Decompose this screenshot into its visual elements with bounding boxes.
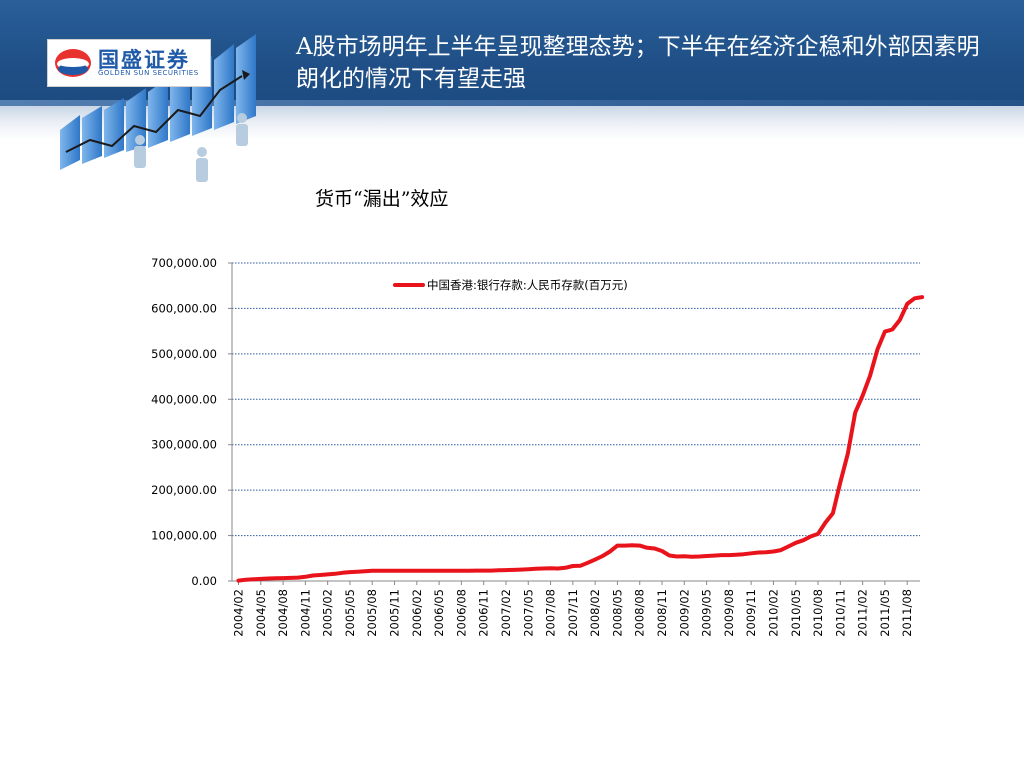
x-tick-label: 2004/08 — [276, 589, 290, 637]
header-accent — [0, 100, 1024, 108]
x-tick-label: 2007/05 — [521, 589, 535, 637]
series-line — [236, 295, 925, 583]
y-tick-label: 0.00 — [191, 574, 217, 588]
x-tick-label: 2010/08 — [811, 589, 825, 637]
x-tick-label: 2006/05 — [432, 589, 446, 637]
logo-chinese-name: 国盛证券 — [98, 47, 190, 72]
x-tick-label: 2010/11 — [833, 589, 847, 637]
x-tick-label: 2006/11 — [477, 589, 491, 637]
x-tick-label: 2010/05 — [789, 589, 803, 637]
y-tick-label: 600,000.00 — [151, 301, 217, 315]
x-tick-label: 2009/05 — [700, 589, 714, 637]
y-tick-label: 200,000.00 — [151, 483, 217, 497]
x-tick-label: 2004/02 — [232, 589, 246, 637]
x-tick-label: 2011/08 — [900, 589, 914, 637]
x-tick-label: 2009/11 — [744, 589, 758, 637]
x-tick-label: 2011/05 — [878, 589, 892, 637]
x-tick-label: 2005/02 — [321, 589, 335, 637]
x-tick-label: 2009/02 — [677, 589, 691, 637]
x-tick-label: 2007/02 — [499, 589, 513, 637]
x-tick-label: 2006/08 — [454, 589, 468, 637]
x-tick-label: 2008/05 — [610, 589, 624, 637]
x-tick-label: 2004/05 — [254, 589, 268, 637]
x-tick-label: 2011/02 — [856, 589, 870, 637]
logo-english-name: GOLDEN SUN SECURITIES — [98, 69, 199, 77]
business-chart-illustration — [60, 34, 256, 182]
y-tick-label: 500,000.00 — [151, 347, 217, 361]
x-tick-label: 2009/08 — [722, 589, 736, 637]
legend-label: 中国香港:银行存款:人民币存款(百万元) — [427, 278, 628, 292]
x-tick-label: 2005/08 — [365, 589, 379, 637]
x-tick-label: 2004/11 — [298, 589, 312, 637]
page-title: A股市场明年上半年呈现整理态势；下半年在经济企稳和外部因素明朗化的情况下有望走强 — [296, 34, 980, 92]
chart-caption: 货币“漏出”效应 — [315, 188, 449, 210]
y-tick-label: 700,000.00 — [151, 256, 217, 270]
x-tick-label: 2008/08 — [633, 589, 647, 637]
x-tick-label: 2005/05 — [343, 589, 357, 637]
x-tick-label: 2008/11 — [655, 589, 669, 637]
x-tick-label: 2007/11 — [566, 589, 580, 637]
x-tick-label: 2010/02 — [766, 589, 780, 637]
logo-emblem-icon — [55, 49, 91, 77]
y-tick-label: 100,000.00 — [151, 529, 217, 543]
y-tick-label: 300,000.00 — [151, 438, 217, 452]
x-tick-label: 2008/02 — [588, 589, 602, 637]
x-tick-label: 2007/08 — [544, 589, 558, 637]
x-tick-label: 2006/02 — [410, 589, 424, 637]
company-logo: 国盛证券 GOLDEN SUN SECURITIES — [47, 39, 211, 87]
y-tick-label: 400,000.00 — [151, 392, 217, 406]
x-tick-label: 2005/11 — [388, 589, 402, 637]
